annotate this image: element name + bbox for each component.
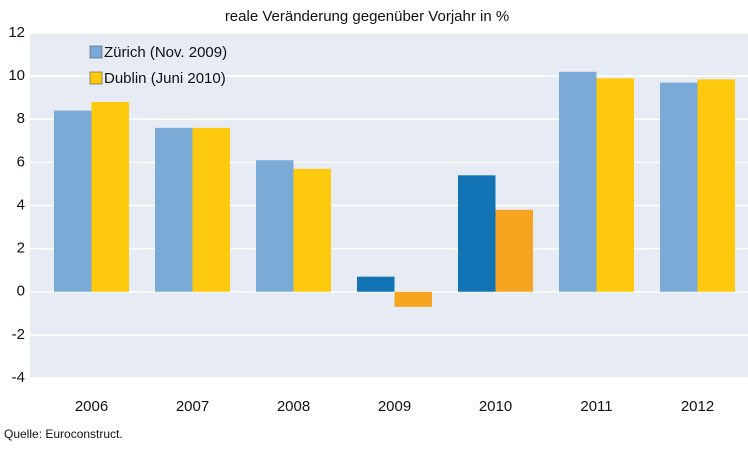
x-tick-label: 2010 (479, 398, 512, 415)
y-tick-label: 0 (17, 283, 25, 300)
legend-swatch (89, 71, 103, 85)
x-tick-label: 2007 (176, 398, 209, 415)
bar (54, 110, 92, 292)
x-tick-label: 2006 (75, 398, 108, 415)
bar (495, 209, 533, 292)
bar (697, 79, 735, 292)
source-note: Quelle: Euroconstruct. (4, 427, 123, 441)
y-tick-label: 2 (17, 240, 25, 257)
bar (596, 78, 634, 292)
bar (155, 127, 193, 292)
y-tick-label: -4 (12, 369, 25, 386)
legend-swatch (89, 45, 103, 59)
y-tick-label: 6 (17, 153, 25, 170)
x-tick-label: 2012 (681, 398, 714, 415)
legend-label: Zürich (Nov. 2009) (104, 44, 227, 61)
bar (192, 127, 230, 292)
bar (458, 175, 496, 292)
bar (660, 82, 698, 292)
bar (293, 168, 331, 292)
x-tick-label: 2009 (378, 398, 411, 415)
bar (357, 276, 395, 292)
x-tick-label: 2008 (277, 398, 310, 415)
x-tick-label: 2011 (580, 398, 612, 415)
legend-label: Dublin (Juni 2010) (104, 70, 226, 87)
y-tick-label: -2 (12, 326, 25, 343)
chart-title: reale Veränderung gegenüber Vorjahr in % (225, 8, 509, 25)
y-tick-label: 4 (17, 196, 25, 213)
y-tick-label: 10 (8, 67, 25, 84)
y-tick-label: 12 (8, 24, 25, 41)
bar (559, 71, 597, 292)
bar (256, 160, 294, 292)
bar (394, 291, 432, 307)
y-tick-label: 8 (17, 110, 25, 127)
bar (91, 102, 129, 292)
